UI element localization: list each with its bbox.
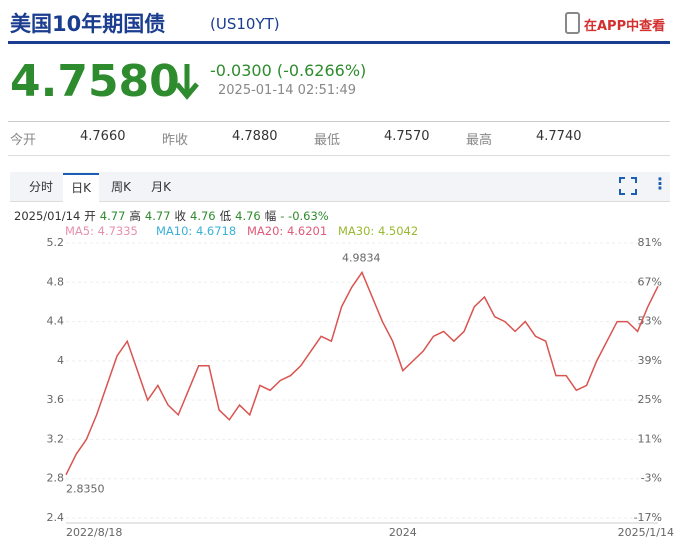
change: -0.0300 (-0.6266%) (210, 61, 367, 80)
menu-icon[interactable]: ⋮ (652, 174, 668, 193)
y-tick-label: 5.2 (47, 236, 65, 249)
info-item: 4.76 (190, 209, 216, 223)
stat-label: 最低 (314, 133, 341, 148)
app-link[interactable]: 在APP中查看 (584, 19, 666, 34)
y2-tick-label: 11% (638, 432, 662, 445)
x-tick-label: 2024 (389, 526, 417, 539)
tab[interactable]: 月K (151, 180, 171, 194)
info-item: - -0.63% (280, 209, 329, 223)
tab-bar (10, 172, 670, 202)
y2-tick-label: -3% (641, 472, 662, 485)
info-item: 高 (129, 209, 141, 223)
y2-tick-label: 39% (638, 354, 662, 367)
info-item: 2025/01/14 (14, 209, 81, 223)
tab[interactable]: 日K (63, 173, 99, 202)
stat-label: 昨收 (162, 133, 189, 148)
x-tick-label: 2025/1/14 (618, 526, 674, 539)
info-item: 低 (219, 209, 232, 223)
time: 2025-01-14 02:51:49 (218, 83, 357, 98)
y2-tick-label: 67% (638, 275, 662, 288)
info-item: 4.77 (144, 209, 171, 223)
info-line: 2025/01/14 开 4.77 高 4.77 收 4.76 低 4.76 幅 - -0.63% (14, 208, 333, 224)
y-tick-label: 3.6 (47, 393, 65, 406)
stat-value: 4.7570 (384, 129, 430, 144)
y2-tick-label: -17% (634, 511, 662, 524)
y-tick-label: 2.4 (47, 511, 65, 524)
info-item: 4.76 (235, 209, 261, 223)
ma-label: MA5: 4.7335 (65, 224, 138, 238)
y2-tick-label: 81% (638, 236, 662, 249)
tab[interactable]: 分时 (28, 180, 53, 194)
low-label: 2.8350 (66, 482, 105, 495)
info-item: 幅 (264, 209, 277, 223)
code: (US10YT) (210, 15, 280, 33)
stat-label: 最高 (466, 133, 493, 148)
y-tick-label: 4.8 (47, 275, 65, 288)
price-line (65, 270, 659, 476)
info-item: 收 (174, 209, 187, 223)
rule (8, 155, 670, 156)
down-arrow (175, 64, 199, 100)
tab[interactable]: 周K (111, 180, 131, 194)
stat-value: 4.7660 (80, 129, 126, 144)
phone-icon (565, 12, 580, 34)
header-rule (8, 41, 670, 44)
price: 4.7580 (10, 56, 180, 107)
high-label: 4.9834 (342, 251, 381, 264)
y-tick-label: 4.4 (47, 315, 65, 328)
info-item: 4.77 (99, 209, 126, 223)
stat-label: 今开 (10, 133, 37, 148)
stat-value: 4.7880 (232, 129, 278, 144)
y-tick-label: 4 (57, 354, 64, 367)
ma-label: MA20: 4.6201 (247, 224, 328, 238)
ma-label: MA30: 4.5042 (338, 224, 419, 238)
ma-label: MA10: 4.6718 (156, 224, 237, 238)
chart: 2.42.83.23.644.44.85.2-17%-3%11%25%39%53… (47, 236, 675, 539)
rule (8, 121, 670, 122)
y-tick-label: 2.8 (47, 472, 65, 485)
title: 美国10年期国债 (10, 12, 166, 36)
y-tick-label: 3.2 (47, 432, 65, 445)
fullscreen-icon[interactable] (619, 177, 637, 195)
y2-tick-label: 25% (638, 393, 662, 406)
x-tick-label: 2022/8/18 (66, 526, 122, 539)
info-item: 开 (84, 209, 96, 223)
stat-value: 4.7740 (536, 129, 582, 144)
